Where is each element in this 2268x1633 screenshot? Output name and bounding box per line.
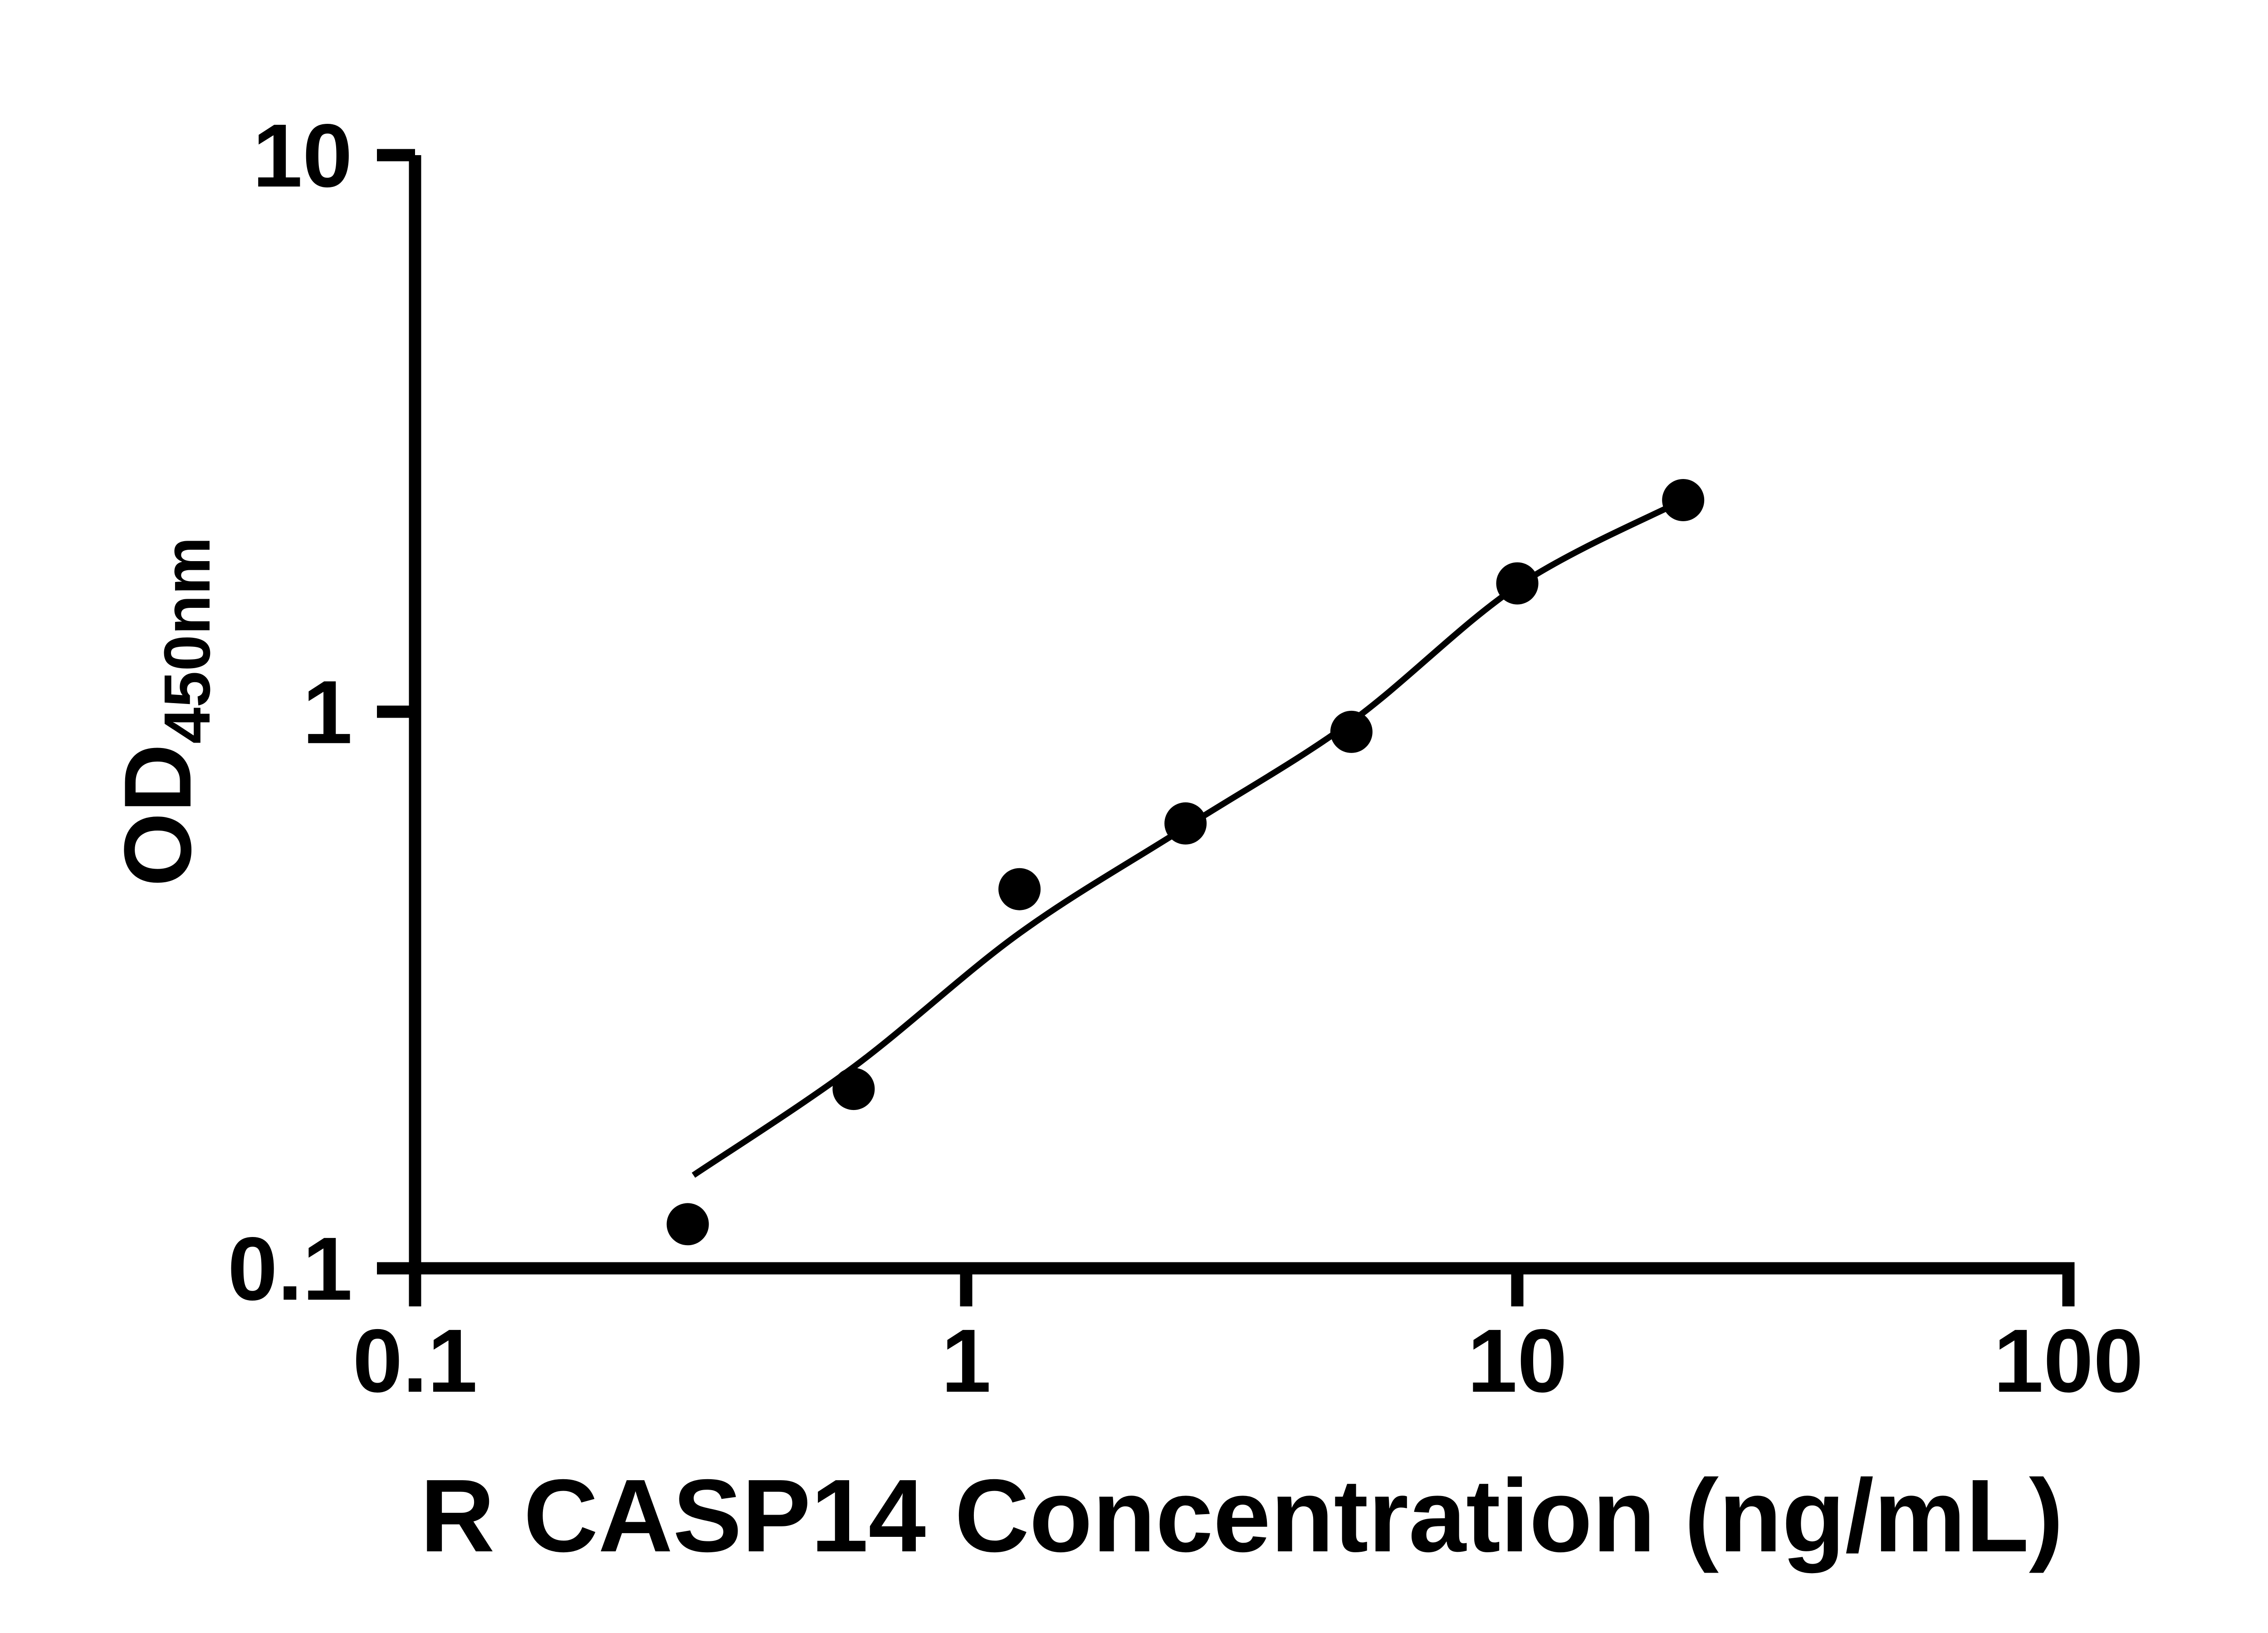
data-point	[832, 1068, 875, 1110]
data-point	[998, 868, 1041, 910]
data-point	[1164, 802, 1207, 845]
x-tick-label: 1	[941, 1310, 991, 1411]
y-axis-label: OD450nm	[104, 537, 224, 886]
data-point	[1330, 710, 1373, 753]
y-tick-label: 1	[303, 662, 352, 762]
y-tick-label: 0.1	[228, 1218, 352, 1319]
x-tick-label: 0.1	[352, 1310, 477, 1411]
data-point	[1662, 479, 1705, 521]
y-tick-label: 10	[253, 105, 352, 205]
data-point	[1496, 562, 1539, 605]
x-tick-label: 10	[1467, 1310, 1567, 1411]
x-tick-label: 100	[1994, 1310, 2143, 1411]
x-axis-label: R CASP14 Concentration (ng/mL)	[420, 1458, 2063, 1574]
data-point	[666, 1203, 709, 1246]
